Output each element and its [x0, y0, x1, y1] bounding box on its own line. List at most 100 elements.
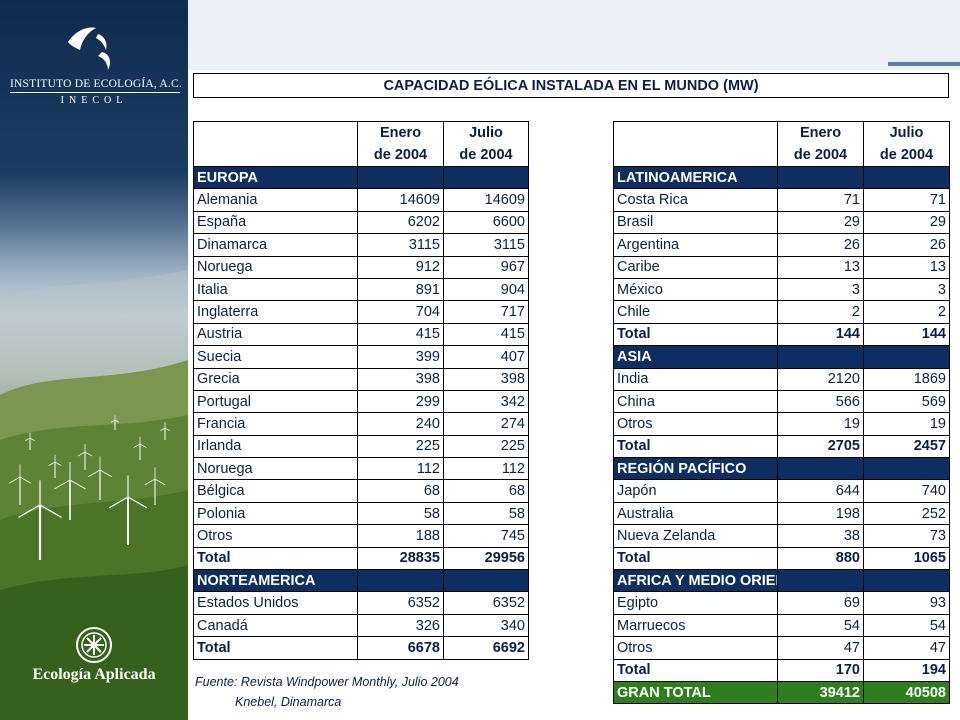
table-row: Marruecos 54 54 [613, 613, 950, 638]
january-value: 6352 [357, 591, 444, 615]
january-value: 704 [357, 300, 444, 324]
wind-turbine-icon [48, 454, 62, 478]
country-name: Estados Unidos [193, 591, 358, 615]
header-empty-cell [613, 121, 778, 167]
country-name: España [193, 210, 358, 235]
country-name: India [613, 367, 778, 391]
july-value: 40508 [863, 680, 950, 705]
july-value: 2 [863, 300, 950, 324]
july-value: 342 [443, 389, 529, 414]
january-value: 26 [777, 233, 864, 257]
table-row: Otros 19 19 [613, 412, 950, 436]
country-name: Grecia [193, 367, 358, 391]
table-row: Alemania 14609 14609 [193, 188, 529, 212]
july-value: 73 [863, 524, 950, 548]
january-value: 415 [357, 322, 444, 347]
july-value: 29 [863, 210, 950, 235]
july-value: 415 [443, 322, 529, 347]
table-row: Grecia 398 398 [193, 367, 529, 391]
table-row: Chile 2 2 [613, 300, 950, 324]
country-name: Chile [613, 300, 778, 324]
january-value: 28835 [357, 546, 444, 571]
country-name: Inglaterra [193, 300, 358, 324]
january-value: 891 [357, 277, 444, 302]
january-value: 39412 [777, 680, 864, 705]
unit-label: Ecología Aplicada [32, 666, 156, 683]
country-name: Otros [193, 524, 358, 548]
january-value: 54 [777, 613, 864, 638]
header-january-line2: de 2004 [373, 147, 428, 163]
total-row: Total 6678 6692 [193, 636, 529, 660]
region-header-row: ASIA [613, 345, 950, 369]
july-value: 47 [863, 636, 950, 660]
source-line1: Fuente: Revista Windpower Monthly, Julio… [195, 675, 459, 689]
region-header-row: EUROPA [193, 165, 529, 190]
total-row: Total 170 194 [613, 658, 950, 682]
country-name: Alemania [193, 188, 358, 212]
july-value: 904 [443, 277, 529, 302]
header-july-line2: de 2004 [879, 147, 934, 163]
wind-turbine-icon [144, 467, 166, 505]
source-note: Fuente: Revista Windpower Monthly, Julio… [195, 672, 459, 712]
july-value: 569 [863, 389, 950, 414]
table-row: Noruega 112 112 [193, 457, 529, 481]
january-value: 225 [357, 434, 444, 459]
january-value: 6678 [357, 636, 444, 660]
accent-bar [888, 62, 960, 66]
country-name: Total [613, 546, 778, 571]
right-capacity-table: Enero de 2004 Julio de 2004 LATINOAMERIC… [613, 121, 950, 705]
july-value [443, 569, 529, 593]
january-value: 3115 [357, 233, 444, 257]
january-value: 240 [357, 412, 444, 436]
table-row: Caribe 13 13 [613, 255, 950, 279]
title-spacer [193, 98, 949, 118]
table-row: Japón 644 740 [613, 479, 950, 503]
january-value [357, 569, 444, 593]
table-row: Italia 891 904 [193, 277, 529, 302]
january-value: 71 [777, 188, 864, 212]
january-value: 38 [777, 524, 864, 548]
wind-turbine-icon [77, 443, 93, 470]
table-row: Otros 47 47 [613, 636, 950, 660]
header-january: Enero de 2004 [777, 121, 864, 167]
january-value: 14609 [357, 188, 444, 212]
wind-turbine-icon [54, 462, 86, 520]
january-value [777, 569, 864, 593]
country-name: GRAN TOTAL [613, 680, 778, 705]
country-name: Costa Rica [613, 188, 778, 212]
july-value [863, 345, 950, 369]
january-value: 29 [777, 210, 864, 235]
country-name: Irlanda [193, 434, 358, 459]
table-row: Irlanda 225 225 [193, 434, 529, 459]
table-row: Estados Unidos 6352 6352 [193, 591, 529, 615]
january-value: 299 [357, 389, 444, 414]
wind-turbine-icon [18, 480, 62, 560]
july-value: 144 [863, 322, 950, 347]
country-name: Caribe [613, 255, 778, 279]
country-name: Otros [613, 636, 778, 660]
january-value: 47 [777, 636, 864, 660]
january-value: 112 [357, 457, 444, 481]
july-value: 407 [443, 345, 529, 369]
july-value: 1869 [863, 367, 950, 391]
january-value: 68 [357, 479, 444, 503]
wind-farm-landscape-image [0, 270, 188, 720]
country-name: Suecia [193, 345, 358, 369]
country-name: Marruecos [613, 613, 778, 638]
table-row: Otros 188 745 [193, 524, 529, 548]
january-value: 2705 [777, 434, 864, 459]
july-value: 68 [443, 479, 529, 503]
table-row: Bélgica 68 68 [193, 479, 529, 503]
table-row: Nueva Zelanda 38 73 [613, 524, 950, 548]
january-value [777, 345, 864, 369]
january-value: 19 [777, 412, 864, 436]
january-value [777, 457, 864, 481]
country-name: Total [613, 322, 778, 347]
january-value: 6202 [357, 210, 444, 235]
country-name: Noruega [193, 457, 358, 481]
header-january-line1: Enero [379, 125, 422, 141]
july-value: 13 [863, 255, 950, 279]
table-row: España 6202 6600 [193, 210, 529, 235]
header-july: Julio de 2004 [443, 121, 529, 167]
region-header-row: REGIÓN PACÍFICO [613, 457, 950, 481]
